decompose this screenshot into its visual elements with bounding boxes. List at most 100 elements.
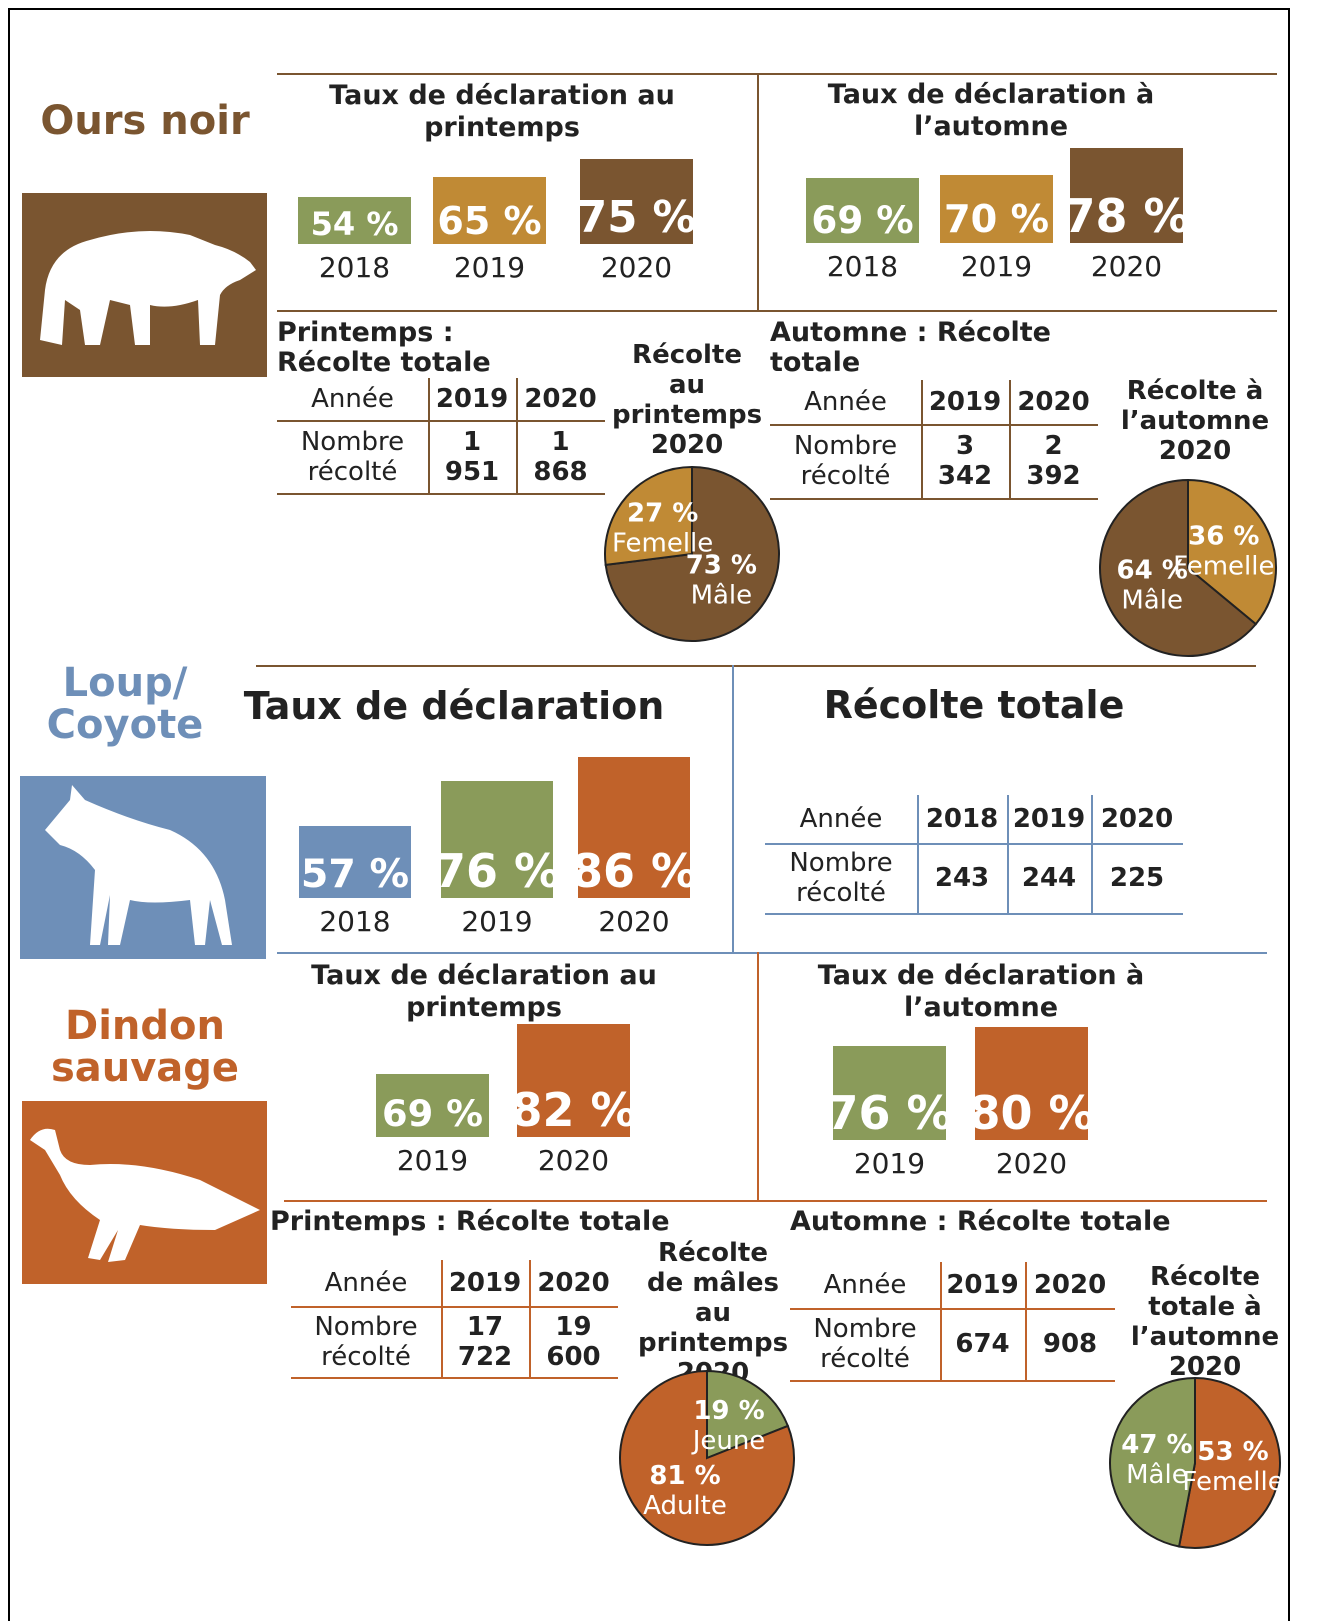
table-label: Nombre récolté xyxy=(765,843,917,913)
table-value: 2018 xyxy=(917,795,1007,843)
table-label: Nombre récolté xyxy=(291,1306,441,1377)
table-rule xyxy=(441,1260,443,1377)
table-value: 2 392 xyxy=(1009,424,1098,498)
table-label: Année xyxy=(765,795,917,843)
year-label: 2018 xyxy=(299,906,411,938)
section-title: Ours noir xyxy=(15,100,275,142)
rate-value-label: 86 % xyxy=(568,846,700,896)
table-rule xyxy=(516,378,518,493)
table-value: 2020 xyxy=(1025,1262,1115,1308)
pie-title: Récolte à l’automne 2020 xyxy=(1110,376,1280,466)
table-title: Printemps : Récolte totale xyxy=(277,318,577,378)
rate-title: Taux de déclaration au printemps xyxy=(294,960,674,1024)
rate-value-label: 76 % xyxy=(823,1088,956,1138)
rule xyxy=(757,952,759,1200)
table-value: 2019 xyxy=(428,378,516,420)
table-value: 17 722 xyxy=(441,1306,529,1377)
table-value: 1 868 xyxy=(516,420,605,493)
table-rule xyxy=(917,795,919,913)
table-value: 908 xyxy=(1025,1308,1115,1380)
table-rule xyxy=(770,498,1098,500)
table-value: 225 xyxy=(1091,843,1183,913)
table-label: Nombre récolté xyxy=(770,424,921,498)
rate-value-label: 76 % xyxy=(431,846,563,896)
year-label: 2018 xyxy=(298,252,411,284)
table-label: Nombre récolté xyxy=(277,420,428,493)
table-value: 2020 xyxy=(1091,795,1183,843)
section-title: Dindon sauvage xyxy=(15,1005,275,1089)
rate-value-label: 70 % xyxy=(930,199,1063,241)
table-value: 2019 xyxy=(940,1262,1025,1308)
rule xyxy=(284,1200,1267,1202)
table-value: 674 xyxy=(940,1308,1025,1380)
rate-value-label: 82 % xyxy=(507,1085,640,1135)
table-title: Printemps : Récolte totale xyxy=(270,1207,670,1237)
table-value: 1 951 xyxy=(428,420,516,493)
pie-title: Récolte de mâles au printemps 2020 xyxy=(638,1238,788,1388)
table-rule xyxy=(765,913,1183,915)
table-rule xyxy=(291,1306,618,1308)
rate-title: Taux de déclaration à l’automne xyxy=(791,960,1171,1024)
rate-value-label: 78 % xyxy=(1060,191,1193,241)
rate-value-label: 65 % xyxy=(423,200,556,242)
table-rule xyxy=(921,380,923,498)
rate-title: Taux de déclaration au printemps xyxy=(317,80,687,144)
table-rule xyxy=(790,1308,1115,1310)
table-title: Automne : Récolte totale xyxy=(770,318,1070,378)
table-rule xyxy=(428,378,430,493)
table-value: 244 xyxy=(1007,843,1091,913)
rate-value-label: 54 % xyxy=(288,206,421,242)
table-title: Automne : Récolte totale xyxy=(790,1207,1190,1237)
table-value: 2019 xyxy=(1007,795,1091,843)
table-rule xyxy=(277,493,605,495)
year-label: 2020 xyxy=(517,1145,630,1177)
infographic: Ours noir Taux de déclaration au printemp… xyxy=(0,0,1333,1621)
year-label: 2020 xyxy=(1070,251,1183,283)
pie-title: Récolte au printemps 2020 xyxy=(612,340,762,460)
rate-value-label: 57 % xyxy=(289,853,421,896)
rate-title: Taux de déclaration xyxy=(224,685,684,728)
table-title: Récolte totale xyxy=(764,685,1184,726)
year-label: 2020 xyxy=(578,906,690,938)
table-rule xyxy=(291,1377,618,1379)
table-rule xyxy=(1091,795,1093,913)
table-rule xyxy=(790,1380,1115,1382)
table-value: 2019 xyxy=(921,380,1009,424)
table-value: 2020 xyxy=(1009,380,1098,424)
table-value: 2020 xyxy=(529,1260,618,1306)
table-rule xyxy=(1025,1262,1027,1380)
rule xyxy=(256,665,1256,667)
year-label: 2020 xyxy=(975,1148,1088,1180)
rate-title: Taux de déclaration à l’automne xyxy=(806,79,1176,143)
rule xyxy=(757,73,759,310)
rate-value-label: 69 % xyxy=(796,200,929,241)
table-rule xyxy=(765,843,1183,845)
year-label: 2019 xyxy=(940,251,1053,283)
table-rule xyxy=(529,1260,531,1377)
table-rule xyxy=(277,420,605,422)
table-label: Année xyxy=(790,1262,940,1308)
year-label: 2019 xyxy=(433,252,546,284)
table-rule xyxy=(1007,795,1009,913)
year-label: 2020 xyxy=(580,252,693,284)
rule xyxy=(277,952,1267,954)
rate-value-label: 75 % xyxy=(570,195,703,242)
pie-title: Récolte totale à l’automne 2020 xyxy=(1120,1262,1290,1382)
table-value: 19 600 xyxy=(529,1306,618,1377)
table-value: 243 xyxy=(917,843,1007,913)
rule xyxy=(732,665,734,952)
year-label: 2019 xyxy=(833,1148,946,1180)
table-rule xyxy=(940,1262,942,1380)
table-rule xyxy=(770,424,1098,426)
table-value: 2020 xyxy=(516,378,605,420)
rate-value-label: 80 % xyxy=(965,1088,1098,1138)
rule xyxy=(277,310,1277,312)
year-label: 2018 xyxy=(806,251,919,283)
table-rule xyxy=(1009,380,1011,498)
rate-value-label: 69 % xyxy=(366,1094,499,1135)
rule xyxy=(277,73,1277,75)
table-label: Année xyxy=(291,1260,441,1306)
year-label: 2019 xyxy=(376,1145,489,1177)
table-value: 3 342 xyxy=(921,424,1009,498)
table-label: Année xyxy=(277,378,428,420)
